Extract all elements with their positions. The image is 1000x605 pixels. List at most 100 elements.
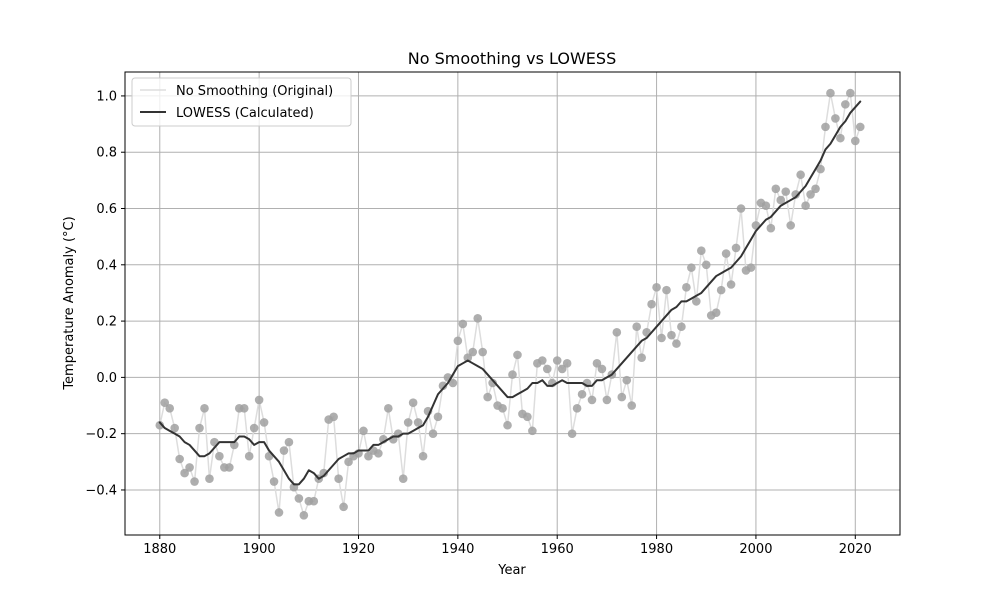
data-point bbox=[284, 437, 294, 447]
plot-frame bbox=[124, 71, 901, 536]
x-tick-label: 2020 bbox=[839, 542, 872, 557]
data-point bbox=[225, 463, 234, 472]
data-point bbox=[552, 356, 562, 365]
data-point bbox=[185, 463, 194, 472]
data-point bbox=[503, 420, 512, 430]
data-point bbox=[716, 285, 726, 295]
data-point bbox=[478, 347, 487, 357]
data-point bbox=[384, 404, 393, 413]
y-tick-label: 1.0 bbox=[96, 89, 117, 104]
y-tick-label: −0.4 bbox=[85, 483, 117, 498]
data-point bbox=[786, 221, 796, 230]
data-point bbox=[468, 347, 478, 357]
legend-label-lowess: LOWESS (Calculated) bbox=[176, 106, 314, 121]
data-point bbox=[339, 502, 348, 512]
x-tick-label: 1960 bbox=[541, 542, 574, 557]
data-point bbox=[269, 477, 279, 486]
data-point bbox=[841, 100, 850, 109]
data-point bbox=[592, 359, 602, 368]
data-point bbox=[398, 474, 408, 484]
data-point bbox=[249, 423, 259, 433]
data-point bbox=[433, 412, 443, 422]
legend: No Smoothing (Original) LOWESS (Calculat… bbox=[131, 77, 352, 127]
data-point bbox=[637, 353, 646, 362]
data-point bbox=[781, 187, 791, 196]
data-point bbox=[806, 190, 815, 199]
data-point bbox=[801, 201, 810, 210]
data-point bbox=[538, 356, 547, 365]
x-tick-label: 2000 bbox=[739, 542, 772, 557]
data-point bbox=[850, 136, 860, 146]
legend-label-raw: No Smoothing (Original) bbox=[176, 84, 333, 99]
data-point bbox=[309, 496, 319, 506]
y-tick-label: 0.4 bbox=[96, 258, 117, 273]
data-point bbox=[647, 299, 656, 309]
data-point bbox=[215, 451, 224, 461]
data-point bbox=[826, 88, 835, 98]
data-point bbox=[483, 392, 492, 402]
data-point bbox=[205, 474, 214, 484]
data-point bbox=[448, 378, 458, 388]
x-axis-label: Year bbox=[497, 563, 526, 578]
data-point bbox=[766, 223, 776, 233]
data-point bbox=[612, 328, 622, 337]
data-point bbox=[746, 263, 756, 272]
data-point bbox=[557, 364, 567, 374]
data-point bbox=[513, 350, 522, 360]
data-point bbox=[796, 170, 805, 180]
data-point bbox=[721, 249, 731, 258]
y-tick-label: 0.6 bbox=[96, 202, 117, 217]
data-point bbox=[165, 404, 175, 413]
y-tick-label: 0.0 bbox=[96, 371, 117, 386]
data-point bbox=[488, 378, 497, 388]
data-point bbox=[622, 375, 632, 385]
data-point bbox=[672, 339, 681, 348]
data-point bbox=[334, 474, 343, 484]
data-point bbox=[239, 404, 249, 413]
data-point bbox=[736, 204, 746, 213]
data-point bbox=[657, 333, 666, 343]
x-tick-label: 1980 bbox=[640, 542, 673, 557]
data-point bbox=[523, 412, 532, 422]
data-point bbox=[458, 319, 468, 329]
data-point bbox=[418, 451, 428, 461]
data-point bbox=[731, 243, 741, 253]
data-point bbox=[254, 395, 264, 405]
data-point bbox=[408, 398, 418, 408]
data-point bbox=[836, 133, 845, 143]
data-point bbox=[160, 398, 170, 408]
x-tick-label: 1940 bbox=[441, 542, 474, 557]
data-point bbox=[726, 280, 736, 289]
data-point bbox=[597, 364, 607, 374]
data-point bbox=[428, 429, 438, 438]
data-point bbox=[567, 429, 577, 438]
data-point bbox=[542, 364, 552, 374]
data-point bbox=[498, 404, 507, 413]
data-point bbox=[687, 263, 696, 272]
data-point bbox=[855, 122, 865, 132]
y-axis-label: Temperature Anomaly (°C) bbox=[62, 216, 77, 390]
data-point bbox=[299, 510, 309, 520]
data-point bbox=[473, 313, 483, 323]
data-point bbox=[632, 322, 641, 332]
data-point bbox=[572, 404, 582, 413]
chart-title: No Smoothing vs LOWESS bbox=[408, 49, 616, 68]
data-point bbox=[359, 426, 368, 436]
raw-series-points bbox=[155, 88, 865, 520]
data-point bbox=[195, 423, 204, 433]
data-point bbox=[761, 201, 771, 210]
data-point bbox=[175, 454, 184, 464]
raw-series-line bbox=[159, 90, 861, 518]
lowess-series-path bbox=[158, 100, 862, 486]
x-tick-label: 1880 bbox=[143, 542, 176, 557]
data-point bbox=[711, 308, 721, 317]
y-tick-label: 0.2 bbox=[96, 315, 117, 330]
data-point bbox=[816, 164, 825, 174]
data-point bbox=[413, 418, 423, 427]
data-point bbox=[677, 322, 686, 332]
data-point bbox=[319, 468, 329, 478]
data-point bbox=[438, 381, 448, 391]
data-point bbox=[652, 283, 661, 292]
data-point bbox=[170, 423, 179, 433]
